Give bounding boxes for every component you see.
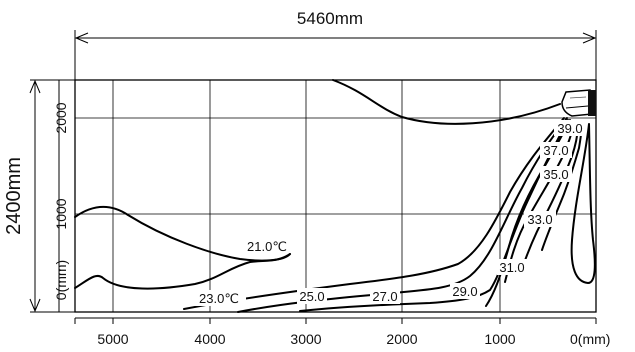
y-tick-2000: 2000: [53, 102, 69, 133]
isotherm-33-curve: [504, 121, 575, 283]
plot-frame: [74, 79, 597, 313]
y-axis: 2000 1000 0(mm): [53, 80, 69, 312]
x-tick-5000: 5000: [97, 331, 128, 347]
y-tick-zero: 0(mm): [53, 260, 69, 300]
width-label: 5460mm: [297, 9, 363, 28]
isotherm-label-25: 25.0: [299, 289, 324, 304]
isotherm-top-curve: [332, 79, 561, 125]
isotherm-label-31: 31.0: [499, 260, 524, 275]
isotherm-label-39: 39.0: [557, 121, 582, 136]
x-tick-4000: 4000: [194, 331, 225, 347]
x-tick-3000: 3000: [290, 331, 321, 347]
isotherm-27-curve: [237, 117, 568, 313]
x-axis: 5000 4000 3000 2000 1000 0(mm): [74, 317, 610, 347]
isotherm-label-35: 35.0: [543, 167, 568, 182]
isotherm-right-loop: [570, 123, 596, 284]
x-axis-end-label: 0(mm): [570, 331, 610, 347]
height-label: 2400mm: [3, 157, 25, 235]
isotherm-23-curve: [74, 253, 291, 290]
x-tick-1000: 1000: [484, 331, 515, 347]
width-dimension: 5460mm: [74, 9, 597, 80]
isotherm-label-37: 37.0: [543, 143, 568, 158]
isotherm-label-27: 27.0: [372, 289, 397, 304]
isotherm-label-29: 29.0: [452, 284, 477, 299]
height-dimension: 2400mm: [3, 79, 75, 313]
x-tick-2000: 2000: [386, 331, 417, 347]
isotherm-label-23: 23.0℃: [199, 291, 239, 306]
isotherm-label-21: 21.0℃: [247, 239, 287, 254]
isotherm-label-33: 33.0: [527, 212, 552, 227]
isotherm-curves: [74, 79, 596, 313]
isotherm-labels: 21.0℃ 23.0℃ 25.0 27.0 29.0 31.0 33.0 35.…: [192, 120, 586, 306]
air-conditioner-icon: [561, 89, 596, 117]
isotherm-25-curve: [183, 117, 565, 310]
y-tick-1000: 1000: [53, 198, 69, 229]
